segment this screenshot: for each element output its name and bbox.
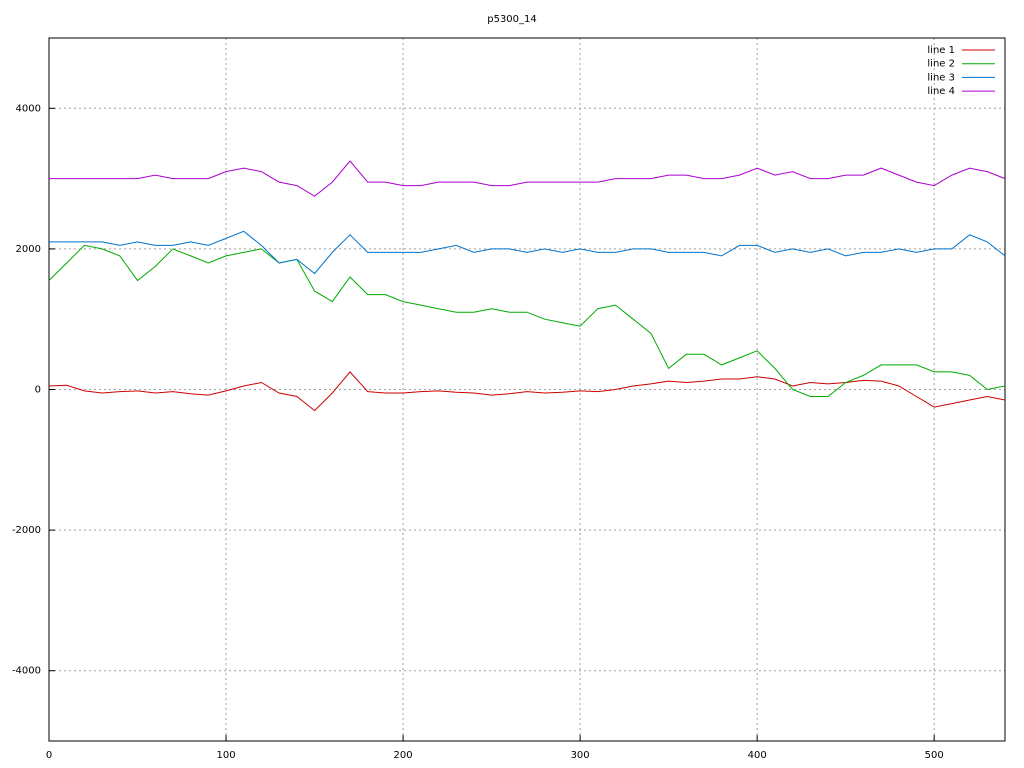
legend-label: line 4 — [927, 86, 955, 97]
x-tick-label: 100 — [216, 750, 235, 761]
series-line — [49, 160, 1006, 197]
x-tick-label: 0 — [46, 750, 52, 761]
series-line — [48, 371, 1006, 412]
y-tick-label: -2000 — [12, 525, 41, 536]
y-tick-label: 2000 — [16, 244, 41, 255]
x-tick-label: 200 — [394, 750, 413, 761]
series-line — [48, 244, 1006, 397]
series-line — [49, 230, 1006, 275]
x-tick-label: 400 — [748, 750, 767, 761]
y-tick-label: 0 — [35, 385, 41, 396]
chart-title: p5300_14 — [487, 14, 537, 25]
legend-label: line 3 — [927, 72, 955, 83]
y-tick-label: 4000 — [16, 103, 41, 114]
legend-label: line 2 — [927, 59, 955, 70]
x-tick-label: 300 — [571, 750, 590, 761]
plot-border — [48, 37, 1006, 742]
y-tick-label: -4000 — [12, 666, 41, 677]
x-tick-label: 500 — [925, 750, 944, 761]
legend-label: line 1 — [927, 45, 955, 56]
